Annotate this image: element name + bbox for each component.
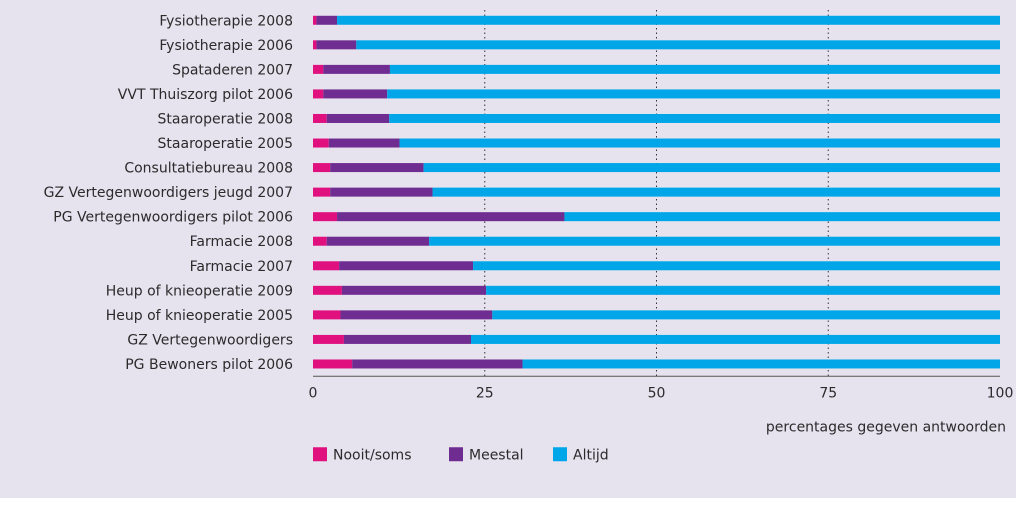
stacked-bar-chart: Fysiotherapie 2008 Fysiotherapie 2006 Spat… [44, 10, 1014, 463]
x-tick-label: 25 [476, 385, 494, 401]
category-label: Staaroperatie 2005 [158, 136, 293, 152]
category-label: PG Vertegenwoordigers pilot 2006 [53, 210, 293, 226]
bars [313, 15, 1001, 369]
category-label: Farmacie 2007 [190, 259, 293, 275]
category-label: VVT Thuiszorg pilot 2006 [118, 87, 293, 103]
bar-segment [328, 138, 400, 148]
bar-segment [330, 187, 433, 197]
legend-swatch [313, 447, 327, 462]
bar-segment [313, 163, 331, 173]
bar-segment [313, 310, 341, 320]
x-tick-label: 0 [309, 385, 318, 401]
bar-segment [389, 64, 1001, 74]
legend-item: Meestal [449, 447, 524, 463]
bar-segment [340, 310, 493, 320]
bar-segment [313, 285, 342, 295]
bar-segment [432, 187, 1001, 197]
category-label: GZ Vertegenwoordigers jeugd 2007 [44, 185, 293, 201]
legend-item: Altijd [553, 447, 609, 463]
bar-segment [337, 212, 565, 222]
bar-segment [313, 64, 324, 74]
x-axis-title: percentages gegeven antwoorden [766, 419, 1006, 435]
category-label: Staaroperatie 2008 [158, 111, 293, 127]
category-label: PG Bewoners pilot 2006 [125, 357, 293, 373]
bar-segment [471, 334, 1000, 344]
bar-segment [313, 334, 344, 344]
category-label: Fysiotherapie 2008 [159, 13, 293, 29]
category-label: Farmacie 2008 [190, 234, 293, 250]
bar-segment [313, 15, 317, 25]
bar-segment [313, 89, 324, 99]
bar-segment [323, 89, 388, 99]
bar-segment [330, 163, 424, 173]
bar-segment [313, 359, 353, 369]
category-label: Spataderen 2007 [172, 62, 293, 78]
bar-segment [316, 40, 357, 50]
category-label: Fysiotherapie 2006 [159, 38, 293, 54]
bar-segment [339, 261, 474, 271]
bar-segment [341, 285, 487, 295]
bar-segment [522, 359, 1000, 369]
bar-segment [492, 310, 1000, 320]
bar-segment [313, 113, 327, 123]
bar-segment [337, 15, 1000, 25]
legend-swatch [553, 447, 567, 462]
bar-segment [313, 212, 338, 222]
legend-label: Nooit/soms [333, 447, 412, 463]
category-label: Heup of knieoperatie 2009 [106, 283, 293, 299]
bar-segment [473, 261, 1000, 271]
bar-segment [387, 89, 1000, 99]
x-tick-label: 75 [819, 385, 837, 401]
bar-segment [352, 359, 523, 369]
bar-segment [486, 285, 1000, 295]
bar-segment [343, 334, 472, 344]
bar-segment [313, 138, 329, 148]
x-tick-labels: 0 25 50 75 100 [309, 385, 1014, 401]
legend: Nooit/soms Meestal Altijd [313, 447, 609, 463]
bar-segment [326, 113, 390, 123]
bar-segment [313, 261, 340, 271]
bar-segment [313, 40, 317, 50]
category-label: GZ Vertegenwoordigers [127, 332, 293, 348]
legend-swatch [449, 447, 463, 462]
bar-segment [399, 138, 1000, 148]
x-tick-label: 100 [987, 385, 1014, 401]
bar-segment [313, 187, 331, 197]
legend-label: Altijd [573, 447, 609, 463]
bar-segment [429, 236, 1000, 246]
category-labels: Fysiotherapie 2008 Fysiotherapie 2006 Spat… [44, 13, 293, 373]
bar-segment [326, 236, 430, 246]
category-label: Heup of knieoperatie 2005 [106, 308, 293, 324]
bar-segment [316, 15, 338, 25]
legend-item: Nooit/soms [313, 447, 412, 463]
bar-segment [356, 40, 1000, 50]
bar-segment [564, 212, 1000, 222]
category-label: Consultatiebureau 2008 [124, 161, 293, 177]
bar-segment [313, 236, 327, 246]
x-tick-label: 50 [648, 385, 666, 401]
legend-label: Meestal [469, 447, 524, 463]
bar-segment [323, 64, 390, 74]
chart-panel: Fysiotherapie 2008 Fysiotherapie 2006 Spat… [0, 0, 1016, 498]
bar-segment [423, 163, 1000, 173]
bar-segment [389, 113, 1001, 123]
